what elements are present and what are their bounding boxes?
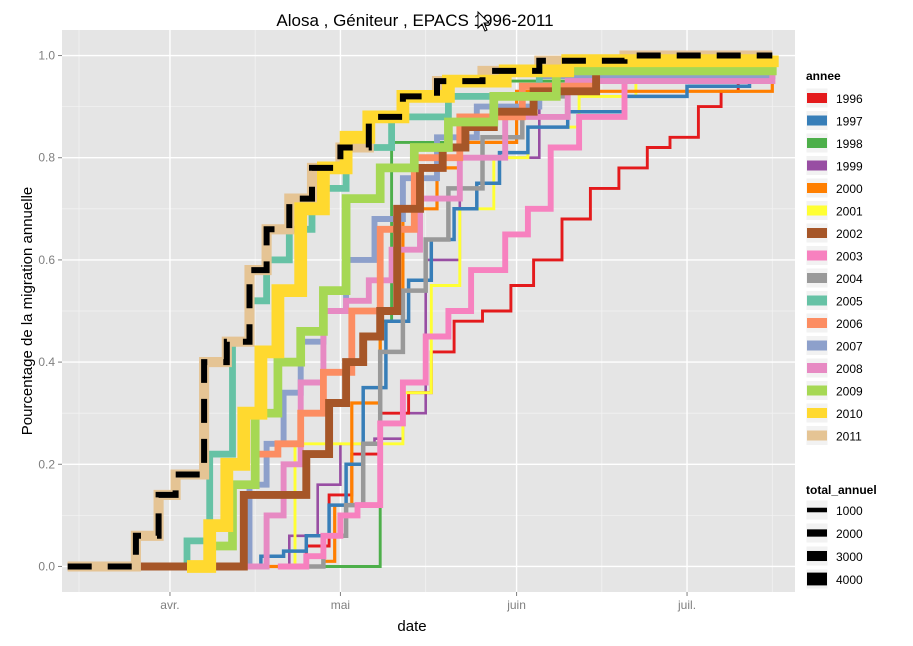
legend-key-2011 bbox=[807, 430, 827, 441]
x-tick-label: mai bbox=[331, 598, 350, 612]
legend-key-1996 bbox=[807, 93, 827, 103]
legend-title-annee: annee bbox=[806, 69, 841, 83]
legend-label-2001: 2001 bbox=[836, 205, 863, 219]
chart-title: Alosa , Géniteur , EPACS 1996-2011 bbox=[276, 11, 553, 30]
legend-label-1999: 1999 bbox=[836, 160, 863, 174]
legend-label-2002: 2002 bbox=[836, 227, 863, 241]
y-tick-label: 1.0 bbox=[38, 49, 55, 63]
legend-size-key-2000 bbox=[807, 529, 827, 537]
legend-label-2006: 2006 bbox=[836, 317, 863, 331]
legend-key-2003 bbox=[807, 250, 827, 261]
y-axis-title: Pourcentage de la migration annuelle bbox=[19, 187, 36, 436]
series-line-2002 bbox=[67, 55, 777, 571]
legend-label-2011: 2011 bbox=[836, 430, 862, 444]
legend-label-2005: 2005 bbox=[836, 295, 863, 309]
legend-key-1998 bbox=[807, 138, 827, 148]
legend-key-2004 bbox=[807, 273, 827, 283]
legend-label-2004: 2004 bbox=[836, 272, 863, 286]
legend-title-total-annuel: total_annuel bbox=[806, 483, 877, 497]
legend-key-1997 bbox=[807, 115, 827, 126]
legend-key-2008 bbox=[807, 363, 827, 373]
legend-key-2010 bbox=[807, 408, 827, 418]
legend-annee: annee 1996 1997 1998 1999 2000 2001 2002 2003 20… bbox=[805, 69, 863, 446]
y-tick-label: 0.8 bbox=[38, 151, 55, 165]
y-tick-label: 0.4 bbox=[38, 355, 55, 369]
x-axis-title: date bbox=[397, 618, 426, 635]
legend-key-2000 bbox=[807, 183, 827, 193]
legend-total-annuel: total_annuel 1000 2000 3000 4000 bbox=[805, 483, 877, 590]
legend-label-2003: 2003 bbox=[836, 250, 863, 264]
legend-key-2007 bbox=[807, 340, 827, 351]
legend-key-2001 bbox=[807, 205, 827, 216]
legend-key-2005 bbox=[807, 295, 827, 306]
x-tick-label: juin bbox=[506, 598, 526, 612]
legend-label-1998: 1998 bbox=[836, 137, 863, 151]
legend-size-key-3000 bbox=[807, 550, 827, 562]
legend-label-1997: 1997 bbox=[836, 115, 863, 129]
legend-size-label-4000: 4000 bbox=[836, 573, 863, 587]
series-layer bbox=[67, 50, 779, 573]
mouse-cursor-icon bbox=[477, 10, 491, 32]
legend-key-2009 bbox=[807, 385, 827, 396]
legend-label-1996: 1996 bbox=[836, 92, 863, 106]
legend-label-2009: 2009 bbox=[836, 385, 863, 399]
series-line-2011-dash bbox=[67, 52, 773, 570]
series-line-2009 bbox=[192, 55, 777, 571]
x-tick-label: juil. bbox=[677, 598, 696, 612]
y-tick-label: 0.0 bbox=[38, 559, 55, 573]
legend-size-label-2000: 2000 bbox=[836, 527, 863, 541]
legend-label-2010: 2010 bbox=[836, 407, 863, 421]
legend-size-key-4000 bbox=[807, 572, 827, 586]
y-axis-ticks: 0.0 0.2 0.4 0.6 0.8 1.0 bbox=[38, 49, 62, 573]
legend-label-2000: 2000 bbox=[836, 182, 863, 196]
x-tick-label: avr. bbox=[160, 598, 179, 612]
legend-label-2008: 2008 bbox=[836, 362, 863, 376]
legend-size-label-3000: 3000 bbox=[836, 550, 863, 564]
legend-size-key-1000 bbox=[807, 507, 827, 513]
y-tick-label: 0.2 bbox=[38, 457, 55, 471]
legend-key-2006 bbox=[807, 318, 827, 328]
series-line-2003 bbox=[277, 60, 776, 570]
legend-size-label-1000: 1000 bbox=[836, 504, 863, 518]
legend-label-2007: 2007 bbox=[836, 340, 863, 354]
legend-key-1999 bbox=[807, 160, 827, 171]
x-axis-ticks: avr. mai juin juil. bbox=[160, 592, 696, 612]
legend-key-2002 bbox=[807, 228, 827, 238]
y-tick-label: 0.6 bbox=[38, 253, 55, 267]
